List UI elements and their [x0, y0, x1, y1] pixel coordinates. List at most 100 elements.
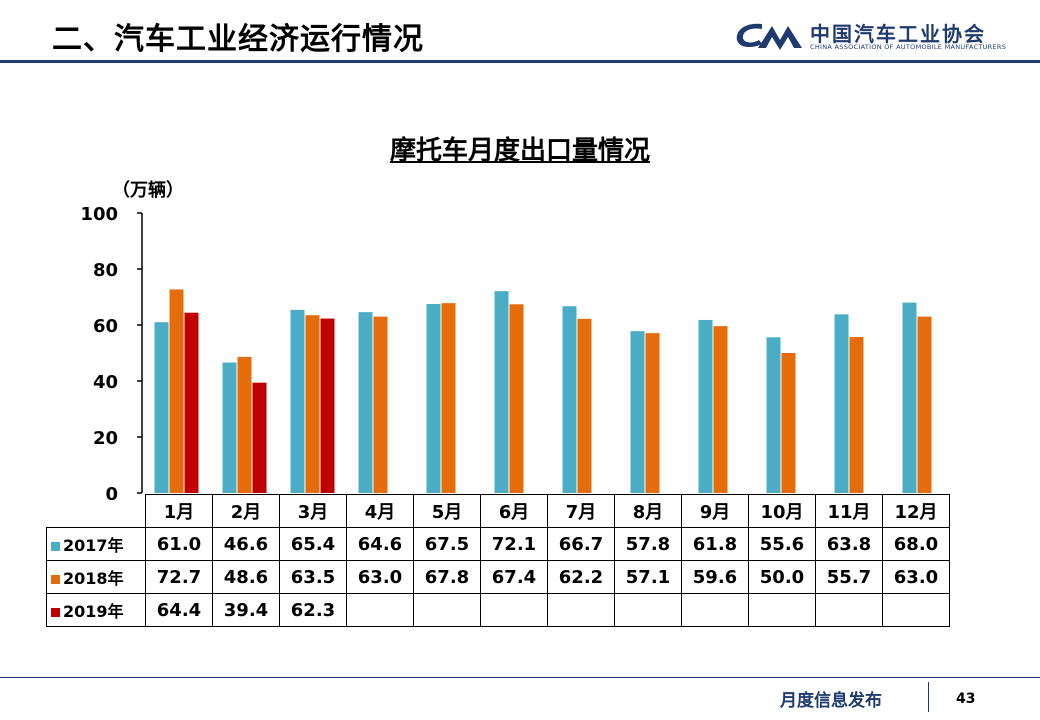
- x-tick-label: 12月: [882, 494, 950, 528]
- data-label: [815, 593, 883, 627]
- x-tick-label: 11月: [815, 494, 883, 528]
- bar-2017年-10月: [766, 337, 781, 493]
- logo-english-name: CHINA ASSOCIATION OF AUTOMOBILE MANUFACT…: [810, 43, 1007, 51]
- bar-2018年-3月: [305, 315, 320, 493]
- bar-2018年-12月: [917, 316, 932, 493]
- data-label: [681, 593, 749, 627]
- data-label: [346, 593, 414, 627]
- table-corner: [47, 495, 146, 528]
- data-label: 63.8: [815, 527, 883, 561]
- bar-2018年-6月: [509, 304, 524, 493]
- data-label: 67.4: [480, 560, 548, 594]
- data-label: 63.5: [279, 560, 347, 594]
- data-label: 55.6: [748, 527, 816, 561]
- y-tick-label: 100: [80, 204, 118, 225]
- data-label: 57.8: [614, 527, 682, 561]
- data-label: 46.6: [212, 527, 280, 561]
- data-label: 57.1: [614, 560, 682, 594]
- data-label: 63.0: [882, 560, 950, 594]
- section-title: 二、汽车工业经济运行情况: [52, 22, 424, 57]
- data-label: 64.6: [346, 527, 414, 561]
- bar-2018年-1月: [169, 289, 184, 493]
- data-label: 67.8: [413, 560, 481, 594]
- table-row: 2019年 64.4 39.4 62.3: [46, 593, 950, 627]
- data-label: 62.2: [547, 560, 615, 594]
- bar-2018年-7月: [577, 318, 592, 493]
- bar-2017年-2月: [222, 362, 237, 493]
- footer-divider: [0, 677, 1040, 678]
- footer-separator: [928, 682, 929, 712]
- data-label: 48.6: [212, 560, 280, 594]
- x-tick-label: 9月: [681, 494, 749, 528]
- bar-2018年-2月: [237, 356, 252, 493]
- data-label: [748, 593, 816, 627]
- bar-2017年-9月: [698, 319, 713, 493]
- data-label: [547, 593, 615, 627]
- bar-2017年-6月: [494, 291, 509, 493]
- data-label: 55.7: [815, 560, 883, 594]
- bar-2019年-2月: [252, 382, 267, 493]
- bar-2017年-7月: [562, 306, 577, 493]
- legend-label: 2018年: [63, 569, 124, 588]
- chart-title: 摩托车月度出口量情况: [389, 136, 650, 166]
- bar-2018年-5月: [441, 303, 456, 493]
- bar-2018年-10月: [781, 353, 796, 493]
- y-tick-label: 60: [93, 316, 118, 337]
- bar-2018年-11月: [849, 337, 864, 493]
- legend-entry: 2018年: [46, 560, 146, 594]
- data-label: 62.3: [279, 593, 347, 627]
- y-tick-label: 40: [93, 372, 118, 393]
- x-tick-label: 8月: [614, 494, 682, 528]
- legend-swatch: [51, 608, 60, 617]
- data-label: [882, 593, 950, 627]
- logo-chinese-name: 中国汽车工业协会: [810, 22, 986, 46]
- bar-2017年-3月: [290, 309, 305, 493]
- header-divider: [0, 60, 1040, 63]
- y-tick-label: 20: [93, 428, 118, 449]
- x-tick-label: 1月: [145, 494, 213, 528]
- data-label: [614, 593, 682, 627]
- caam-logo: 中国汽车工业协会 CHINA ASSOCIATION OF AUTOMOBILE…: [732, 18, 1006, 56]
- bar-2018年-4月: [373, 316, 388, 493]
- y-axis-unit: （万辆）: [112, 180, 184, 201]
- x-tick-label: 6月: [480, 494, 548, 528]
- y-tick-label: 80: [93, 260, 118, 281]
- data-label: [480, 593, 548, 627]
- bar-chart: 0 20 40 60 80 100: [80, 204, 932, 500]
- bar-2018年-8月: [645, 333, 660, 493]
- legend-swatch: [51, 575, 60, 584]
- bar-2018年-9月: [713, 326, 728, 493]
- table-row: 2018年 72.7 48.6 63.5 63.0 67.8 67.4 62.2 57.1 59.…: [46, 560, 950, 594]
- data-label: 66.7: [547, 527, 615, 561]
- x-tick-label: 2月: [212, 494, 280, 528]
- legend-swatch: [51, 542, 60, 551]
- bar-2017年-4月: [358, 312, 373, 493]
- bar-2017年-8月: [630, 331, 645, 493]
- data-label: 61.0: [145, 527, 213, 561]
- x-tick-label: 7月: [547, 494, 615, 528]
- bar-2019年-1月: [184, 312, 199, 493]
- caam-logo-mark-icon: [736, 23, 802, 50]
- data-label: 68.0: [882, 527, 950, 561]
- x-tick-label: 3月: [279, 494, 347, 528]
- bar-2019年-3月: [320, 318, 335, 493]
- data-label: 72.1: [480, 527, 548, 561]
- bar-2017年-1月: [154, 322, 169, 493]
- data-label: 39.4: [212, 593, 280, 627]
- data-label: 59.6: [681, 560, 749, 594]
- page-number: 43: [956, 691, 976, 707]
- data-label: 65.4: [279, 527, 347, 561]
- legend-entry: 2017年: [46, 527, 146, 561]
- data-label: 64.4: [145, 593, 213, 627]
- table-header-row: 1月 2月 3月 4月 5月 6月 7月 8月 9月 10月 11月 12月: [47, 494, 950, 528]
- data-table: 1月 2月 3月 4月 5月 6月 7月 8月 9月 10月 11月 12月 2017年 61.0 46.6…: [46, 494, 950, 627]
- legend-entry: 2019年: [46, 593, 146, 627]
- data-label: 61.8: [681, 527, 749, 561]
- x-tick-label: 5月: [413, 494, 481, 528]
- data-label: 72.7: [145, 560, 213, 594]
- x-tick-label: 10月: [748, 494, 816, 528]
- x-tick-label: 4月: [346, 494, 414, 528]
- data-label: 67.5: [413, 527, 481, 561]
- data-label: 63.0: [346, 560, 414, 594]
- table-row: 2017年 61.0 46.6 65.4 64.6 67.5 72.1 66.7 57.8 61.…: [46, 527, 950, 561]
